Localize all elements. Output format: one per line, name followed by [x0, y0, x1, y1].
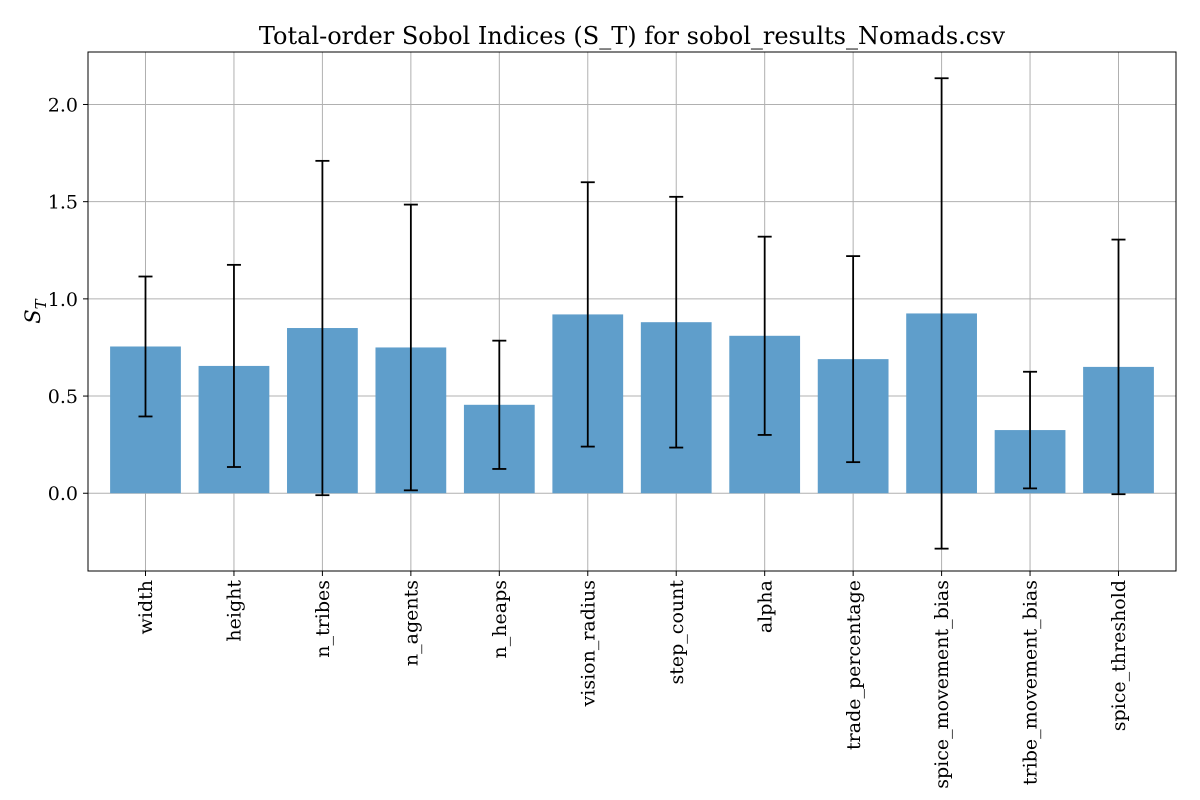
- x-tick-label: vision_radius: [577, 580, 599, 707]
- x-tick-label: width: [135, 580, 157, 634]
- plot-frame: [87, 51, 1177, 572]
- chart-title-text: Total-order Sobol Indices (S_T) for sobo…: [259, 22, 1006, 50]
- x-tick-label: n_agents: [401, 580, 423, 666]
- y-tick-label: 0.0: [48, 483, 78, 505]
- x-tick-label: alpha: [754, 580, 776, 633]
- x-axis-ticks: width height n_tribes n_agents n_heaps vision…: [135, 571, 1130, 789]
- error-bars: [138, 77, 1126, 550]
- x-tick-label: tribe_movement_bias: [1020, 580, 1042, 785]
- chart-title: Total-order Sobol Indices (S_T) for sobo…: [259, 22, 1006, 50]
- y-tick-label: 2.0: [48, 94, 78, 116]
- y-axis-ticks: 0.0 0.5 1.0 1.5 2.0: [48, 94, 88, 505]
- y-tick-label: 1.5: [48, 192, 78, 214]
- x-tick-label: height: [224, 580, 246, 642]
- y-axis-label-text: ST: [21, 298, 50, 323]
- x-tick-label: n_heaps: [489, 580, 511, 658]
- x-tick-label: spice_movement_bias: [931, 580, 953, 789]
- x-tick-label: step_count: [666, 580, 688, 685]
- x-tick-label: trade_percentage: [843, 580, 865, 750]
- x-tick-label: n_tribes: [312, 580, 334, 658]
- x-tick-label: spice_threshold: [1108, 580, 1130, 731]
- y-tick-label: 1.0: [48, 289, 78, 311]
- y-tick-label: 0.5: [48, 386, 78, 408]
- y-axis-label: ST: [21, 298, 50, 323]
- bars: [110, 313, 1154, 494]
